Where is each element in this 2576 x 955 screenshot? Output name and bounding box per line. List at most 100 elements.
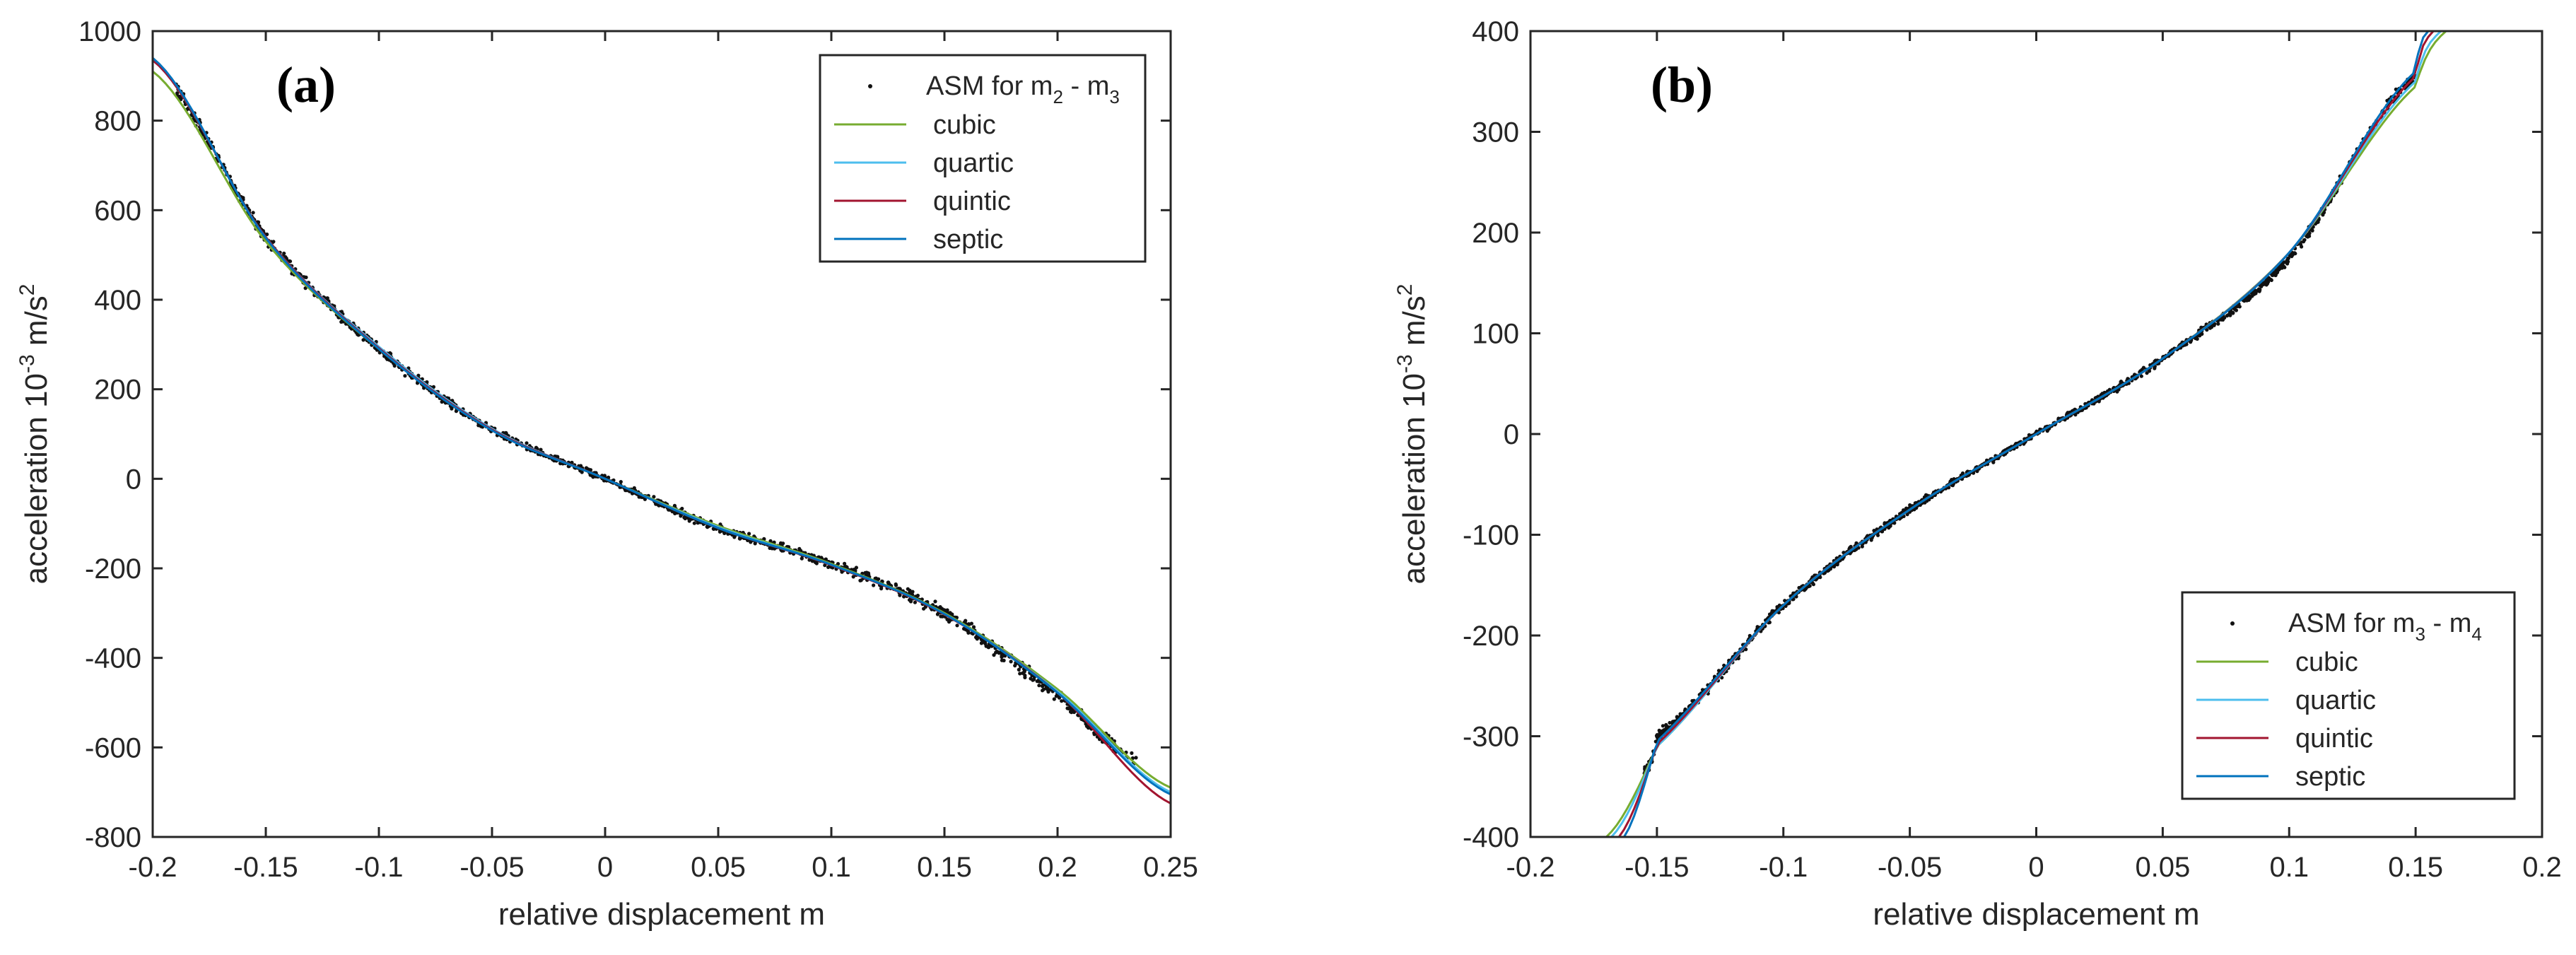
scatter-point xyxy=(894,583,898,587)
scatter-point xyxy=(282,251,286,256)
scatter-point xyxy=(1802,588,1807,592)
scatter-point xyxy=(814,561,819,566)
scatter-point xyxy=(945,617,949,621)
y-tick-label: -200 xyxy=(85,553,141,585)
scatter-point xyxy=(1018,672,1022,676)
y-tick-label: 200 xyxy=(1472,218,1519,249)
scatter-point xyxy=(2259,284,2264,288)
x-tick-label: -0.05 xyxy=(459,852,524,883)
x-tick-label: -0.15 xyxy=(1624,852,1689,883)
panel-b: -0.2 -0.15 -0.1 -0.05 0 0.05 0.1 0.15 0.2-400-30… xyxy=(1393,16,2562,932)
scatter-point xyxy=(251,211,255,215)
y-label-text: m/s xyxy=(1397,295,1432,354)
scatter-point xyxy=(1041,689,1045,693)
scatter-point xyxy=(980,640,984,645)
axes-box xyxy=(151,30,1172,838)
x-tick-label: -0.05 xyxy=(1878,852,1942,883)
scatter-point xyxy=(1031,678,1035,682)
scatter-point xyxy=(356,332,360,336)
scatter-point xyxy=(431,385,436,389)
scatter-point xyxy=(1000,658,1004,662)
scatter-point xyxy=(2277,267,2281,271)
scatter-point xyxy=(913,600,917,604)
y-label-sup: 2 xyxy=(16,284,39,296)
scatter-point xyxy=(2153,366,2157,370)
scatter-point xyxy=(2307,231,2312,235)
scatter-point xyxy=(670,510,674,514)
scatter-point xyxy=(2073,413,2078,417)
scatter-point xyxy=(325,296,329,300)
scatter-point xyxy=(1655,733,1659,737)
scatter-point xyxy=(873,576,877,581)
scatter-point xyxy=(680,506,684,511)
legend-label-quintic: quintic xyxy=(933,187,1011,216)
scatter-point xyxy=(1000,654,1004,658)
scatter-point xyxy=(1134,756,1138,760)
scatter-point xyxy=(1035,679,1039,684)
scatter-point xyxy=(840,570,844,574)
panel-label: (a) xyxy=(276,57,336,113)
scatter-point xyxy=(933,599,937,604)
scatter-point xyxy=(851,575,855,579)
y-tick-label: 400 xyxy=(94,285,141,316)
scatter-point xyxy=(1880,529,1885,534)
scatter-point xyxy=(692,521,696,525)
scatter-point xyxy=(906,587,910,591)
scatter-point xyxy=(1661,729,1665,733)
scatter-point xyxy=(778,542,783,546)
x-tick-label: 0.15 xyxy=(917,852,972,883)
y-axis-label: acceleration 10-3 m/s2 xyxy=(1393,284,1432,585)
scatter-point xyxy=(684,515,688,520)
scatter-point xyxy=(403,374,407,378)
scatter-point xyxy=(955,623,959,628)
scatter-point xyxy=(940,614,944,619)
legend-sub: 4 xyxy=(2471,623,2481,645)
y-tick-label: -300 xyxy=(1463,722,1519,753)
fit-line-septic xyxy=(1623,31,2430,837)
scatter-point xyxy=(1068,710,1073,714)
scatter-point xyxy=(2269,278,2273,282)
y-tick-label: -400 xyxy=(1463,822,1519,853)
scatter-point xyxy=(1808,584,1812,588)
legend-text: ASM for m xyxy=(2288,609,2415,638)
scatter-point xyxy=(1991,460,1996,464)
legend-label-quartic: quartic xyxy=(2295,686,2376,715)
scatter-point xyxy=(935,612,939,616)
scatter-point xyxy=(1130,751,1134,755)
y-label-text: acceleration 10 xyxy=(19,373,54,584)
x-tick-label: 0.05 xyxy=(2135,852,2190,883)
scatter-point xyxy=(886,580,890,585)
y-tick-label: -600 xyxy=(85,732,141,763)
scatter-point xyxy=(2223,316,2227,320)
x-tick-label: -0.1 xyxy=(1759,852,1808,883)
legend-box xyxy=(2181,591,2516,800)
scatter-point xyxy=(2199,325,2203,329)
scatter-point xyxy=(1905,512,1909,517)
scatter-point xyxy=(476,423,481,428)
scatter-point xyxy=(2286,256,2290,260)
panel-label: (b) xyxy=(1651,57,1713,113)
scatter-point xyxy=(339,320,344,324)
scatter-point xyxy=(797,546,802,551)
scatter-point xyxy=(1060,699,1064,703)
scatter-point xyxy=(2266,276,2270,281)
scatter-point xyxy=(1041,683,1045,688)
scatter-point xyxy=(2228,313,2232,317)
scatter-point xyxy=(2290,252,2295,257)
scatter-point xyxy=(2216,322,2220,326)
scatter-point xyxy=(2027,433,2031,437)
scatter-point xyxy=(2317,218,2321,222)
y-tick-label: 200 xyxy=(94,375,141,406)
x-tick-label: 0.2 xyxy=(2522,852,2562,883)
scatter-point xyxy=(1021,671,1025,675)
scatter-point xyxy=(2205,328,2209,332)
y-tick-label: -100 xyxy=(1463,520,1519,551)
scatter-point xyxy=(1783,599,1787,603)
scatter-point xyxy=(2147,369,2152,373)
scatter-point xyxy=(1668,720,1672,725)
x-tick-label: 0.25 xyxy=(1143,852,1198,883)
scatter-point xyxy=(2256,287,2261,291)
y-label-sup: 2 xyxy=(1393,284,1417,296)
y-label-text: acceleration 10 xyxy=(1397,373,1432,584)
